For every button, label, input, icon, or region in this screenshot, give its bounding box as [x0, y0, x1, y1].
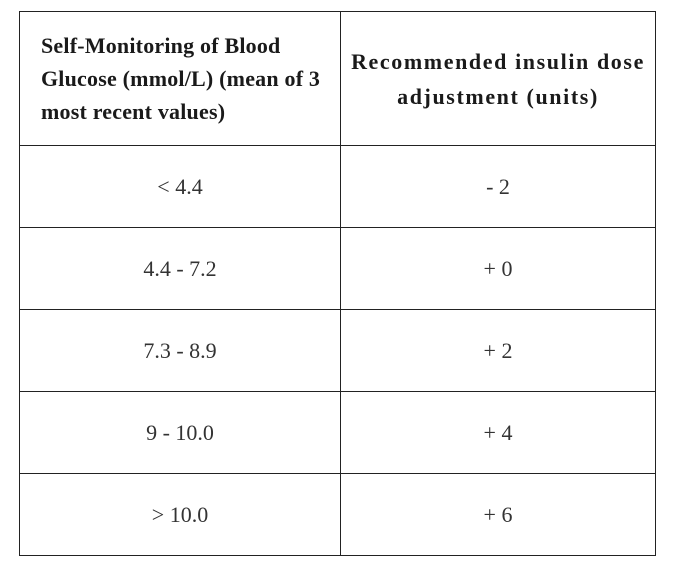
table-header-row: Self-Monitoring of Blood Glucose (mmol/L…: [19, 11, 656, 146]
table-row: 4.4 - 7.2 + 0: [19, 227, 656, 310]
header-glucose: Self-Monitoring of Blood Glucose (mmol/L…: [19, 11, 341, 146]
table-row: 7.3 - 8.9 + 2: [19, 309, 656, 392]
dose-adjustment-cell: + 2: [340, 309, 656, 392]
table-row: > 10.0 + 6: [19, 473, 656, 556]
glucose-range-cell: > 10.0: [19, 473, 341, 556]
insulin-adjustment-table: Self-Monitoring of Blood Glucose (mmol/L…: [19, 11, 656, 556]
header-dose-adjustment: Recommended insulin dose adjustment (uni…: [340, 11, 656, 146]
table-row: < 4.4 - 2: [19, 145, 656, 228]
dose-adjustment-cell: + 0: [340, 227, 656, 310]
glucose-range-cell: 4.4 - 7.2: [19, 227, 341, 310]
table-row: 9 - 10.0 + 4: [19, 391, 656, 474]
dose-adjustment-cell: - 2: [340, 145, 656, 228]
glucose-range-cell: 7.3 - 8.9: [19, 309, 341, 392]
dose-adjustment-cell: + 4: [340, 391, 656, 474]
glucose-range-cell: 9 - 10.0: [19, 391, 341, 474]
dose-adjustment-cell: + 6: [340, 473, 656, 556]
glucose-range-cell: < 4.4: [19, 145, 341, 228]
